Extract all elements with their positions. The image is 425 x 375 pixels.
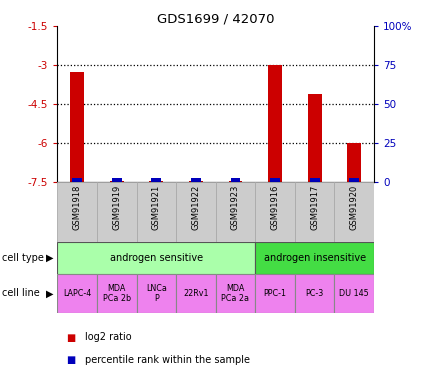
Title: GDS1699 / 42070: GDS1699 / 42070 bbox=[157, 12, 275, 25]
Bar bbox=[176, 274, 215, 313]
Text: GSM91916: GSM91916 bbox=[271, 184, 280, 230]
Bar bbox=[270, 178, 280, 182]
Bar bbox=[310, 178, 320, 182]
Text: GSM91919: GSM91919 bbox=[112, 184, 121, 230]
Bar bbox=[112, 178, 122, 182]
Text: cell type: cell type bbox=[2, 253, 44, 263]
Text: LNCa
P: LNCa P bbox=[146, 284, 167, 303]
Text: MDA
PCa 2b: MDA PCa 2b bbox=[103, 284, 131, 303]
Bar bbox=[72, 178, 82, 182]
Bar bbox=[151, 178, 161, 182]
Text: MDA
PCa 2a: MDA PCa 2a bbox=[221, 284, 249, 303]
Text: ■: ■ bbox=[66, 355, 75, 365]
Text: ■: ■ bbox=[66, 333, 75, 342]
Bar bbox=[57, 182, 97, 242]
Bar bbox=[334, 274, 374, 313]
Bar bbox=[295, 274, 334, 313]
Text: cell line: cell line bbox=[2, 288, 40, 298]
Bar bbox=[215, 274, 255, 313]
Text: ▶: ▶ bbox=[45, 288, 53, 298]
Text: GSM91918: GSM91918 bbox=[73, 184, 82, 230]
Bar bbox=[308, 94, 322, 182]
Bar bbox=[349, 178, 359, 182]
Text: ▶: ▶ bbox=[45, 253, 53, 263]
Bar bbox=[110, 181, 124, 182]
Text: GSM91917: GSM91917 bbox=[310, 184, 319, 230]
Bar bbox=[295, 182, 334, 242]
Text: GSM91920: GSM91920 bbox=[350, 184, 359, 230]
Bar bbox=[255, 242, 374, 274]
Text: 22Rv1: 22Rv1 bbox=[183, 289, 209, 298]
Bar bbox=[136, 274, 176, 313]
Text: GSM91921: GSM91921 bbox=[152, 184, 161, 230]
Bar bbox=[176, 182, 215, 242]
Bar bbox=[334, 182, 374, 242]
Text: PC-3: PC-3 bbox=[306, 289, 324, 298]
Text: androgen insensitive: androgen insensitive bbox=[264, 253, 366, 263]
Bar bbox=[97, 274, 136, 313]
Text: GSM91922: GSM91922 bbox=[191, 184, 201, 230]
Bar bbox=[57, 242, 255, 274]
Bar bbox=[255, 274, 295, 313]
Bar bbox=[268, 65, 282, 182]
Bar bbox=[97, 182, 136, 242]
Bar bbox=[347, 143, 361, 182]
Text: log2 ratio: log2 ratio bbox=[85, 333, 132, 342]
Bar bbox=[150, 181, 163, 182]
Bar bbox=[215, 182, 255, 242]
Bar bbox=[136, 182, 176, 242]
Bar bbox=[70, 72, 84, 182]
Bar bbox=[255, 182, 295, 242]
Text: androgen sensitive: androgen sensitive bbox=[110, 253, 203, 263]
Bar bbox=[230, 178, 241, 182]
Text: percentile rank within the sample: percentile rank within the sample bbox=[85, 355, 250, 365]
Bar bbox=[229, 181, 242, 182]
Text: GSM91923: GSM91923 bbox=[231, 184, 240, 230]
Bar bbox=[191, 178, 201, 182]
Bar bbox=[189, 181, 203, 182]
Text: DU 145: DU 145 bbox=[339, 289, 369, 298]
Text: LAPC-4: LAPC-4 bbox=[63, 289, 91, 298]
Text: PPC-1: PPC-1 bbox=[264, 289, 286, 298]
Bar bbox=[57, 274, 97, 313]
